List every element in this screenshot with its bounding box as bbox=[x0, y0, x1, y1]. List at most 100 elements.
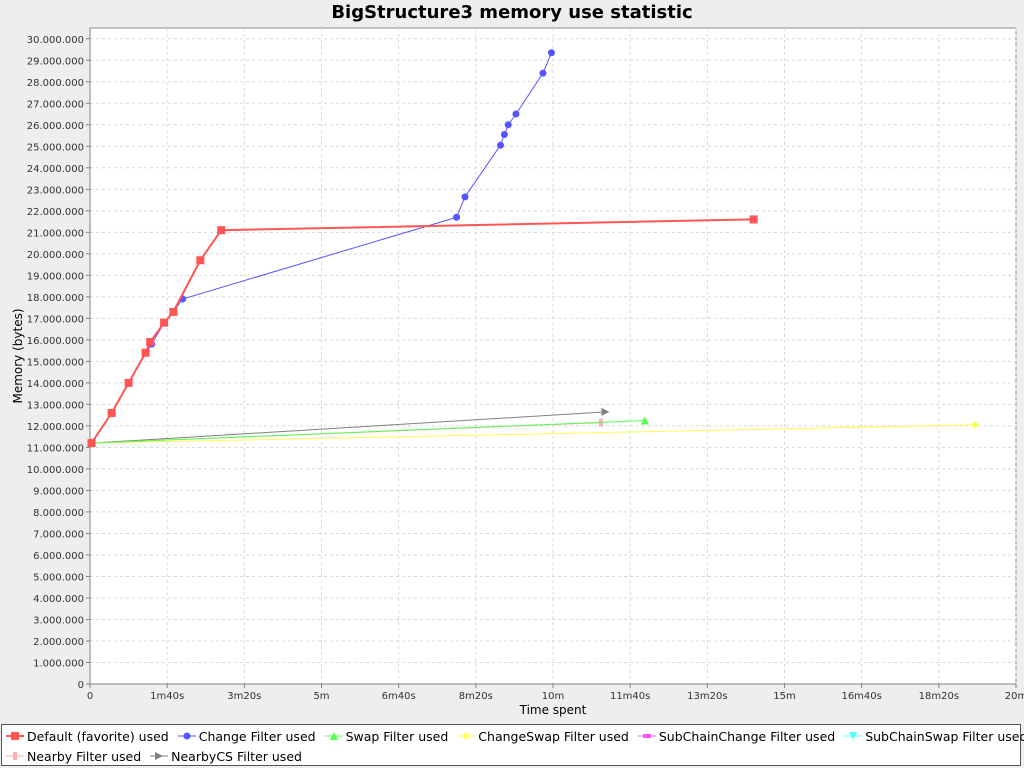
data-point bbox=[512, 110, 520, 118]
y-tick-label: 28.000.000 bbox=[27, 78, 84, 89]
x-tick-label: 5m bbox=[313, 691, 329, 702]
legend-label: Default (favorite) used bbox=[27, 728, 169, 744]
legend-swatch bbox=[457, 732, 476, 740]
y-tick-label: 4.000.000 bbox=[33, 594, 84, 605]
data-point bbox=[217, 226, 226, 235]
legend-swatch bbox=[150, 752, 169, 760]
legend-swatch bbox=[177, 732, 196, 740]
series-line bbox=[91, 420, 645, 444]
x-axis-label: Time spent bbox=[519, 703, 587, 717]
legend-swatch-marker bbox=[155, 752, 164, 760]
y-tick-label: 15.000.000 bbox=[27, 357, 84, 368]
y-tick-label: 26.000.000 bbox=[27, 121, 84, 132]
x-tick-label: 11m40s bbox=[610, 691, 650, 702]
legend-swatch bbox=[637, 734, 656, 738]
legend-swatch bbox=[324, 732, 343, 740]
chart-svg: BigStructure3 memory use statistic 0 1.000… bbox=[11, 2, 1024, 717]
y-tick-label: 13.000.000 bbox=[27, 400, 84, 411]
y-tick-label: 5.000.000 bbox=[33, 572, 84, 583]
legend: Default (favorite) used Change Filter use… bbox=[1, 724, 1024, 766]
legend-label: Swap Filter used bbox=[345, 728, 449, 744]
legend-swatch-marker bbox=[13, 752, 17, 760]
data-point bbox=[196, 256, 205, 265]
legend-swatch-marker bbox=[183, 732, 191, 740]
legend-label: SubChainSwap Filter used bbox=[865, 728, 1024, 744]
legend-item: SubChainSwap Filter used bbox=[844, 729, 1024, 744]
y-axis-label: Memory (bytes) bbox=[11, 308, 25, 403]
x-tick-label: 20m bbox=[1005, 691, 1024, 702]
legend-item: NearbyCS Filter used bbox=[150, 749, 302, 764]
legend-swatch-marker bbox=[642, 734, 651, 738]
y-tick-label: 20.000.000 bbox=[27, 250, 84, 261]
legend-swatch-marker bbox=[849, 732, 858, 740]
y-tick-label: 7.000.000 bbox=[33, 529, 84, 540]
y-tick-label: 22.000.000 bbox=[27, 207, 84, 218]
legend-swatch-marker bbox=[11, 732, 19, 740]
series-line bbox=[91, 411, 606, 444]
x-tick-label: 15m bbox=[773, 691, 795, 702]
x-tick-label: 6m40s bbox=[382, 691, 416, 702]
data-point bbox=[547, 49, 555, 57]
x-tick-label: 3m20s bbox=[227, 691, 261, 702]
series-line bbox=[91, 424, 976, 444]
legend-label: NearbyCS Filter used bbox=[171, 748, 302, 764]
x-tick-label: 18m20s bbox=[919, 691, 959, 702]
data-point bbox=[539, 69, 547, 77]
x-tick-label: 16m40s bbox=[841, 691, 881, 702]
series-line bbox=[90, 218, 754, 444]
data-point bbox=[453, 213, 461, 221]
legend-item: SubChainChange Filter used bbox=[637, 728, 836, 744]
x-tick-label: 10m bbox=[542, 691, 564, 702]
legend-item: Change Filter used bbox=[177, 728, 316, 744]
y-tick-label: 23.000.000 bbox=[27, 185, 84, 196]
data-point bbox=[160, 318, 169, 327]
data-point bbox=[124, 378, 133, 387]
legend-row: Nearby Filter used NearbyCS Filter used bbox=[6, 746, 311, 766]
data-point bbox=[500, 130, 508, 138]
legend-item: Nearby Filter used bbox=[6, 749, 141, 764]
data-point bbox=[169, 307, 178, 316]
y-tick-label: 9.000.000 bbox=[33, 486, 84, 497]
legend-row: Default (favorite) used Change Filter use… bbox=[6, 726, 1024, 746]
y-tick-label: 18.000.000 bbox=[27, 293, 84, 304]
legend-label: ChangeSwap Filter used bbox=[478, 728, 629, 744]
y-tick-label: 8.000.000 bbox=[33, 508, 84, 519]
legend-swatch-marker bbox=[462, 732, 471, 740]
y-tick-label: 27.000.000 bbox=[27, 99, 84, 110]
legend-label: Change Filter used bbox=[198, 728, 316, 744]
data-point bbox=[107, 408, 116, 417]
y-tick-label: 10.000.000 bbox=[27, 465, 84, 476]
data-point bbox=[461, 193, 469, 201]
legend-swatch bbox=[6, 752, 24, 760]
y-tick-label: 14.000.000 bbox=[27, 379, 84, 390]
x-tick-label: 13m20s bbox=[687, 691, 727, 702]
data-point bbox=[504, 121, 512, 129]
x-tick-label: 0 bbox=[87, 691, 93, 702]
legend-swatch bbox=[6, 732, 24, 740]
y-tick-label: 1.000.000 bbox=[33, 658, 84, 669]
y-tick-label: 24.000.000 bbox=[27, 164, 84, 175]
data-point bbox=[497, 141, 505, 149]
y-tick-label: 17.000.000 bbox=[27, 314, 84, 325]
y-tick-label: 0 bbox=[78, 680, 84, 691]
legend-item: ChangeSwap Filter used bbox=[457, 729, 629, 744]
data-point bbox=[146, 338, 155, 347]
y-tick-label: 12.000.000 bbox=[27, 422, 84, 433]
legend-item: Default (favorite) used bbox=[6, 729, 169, 744]
y-tick-label: 21.000.000 bbox=[27, 228, 84, 239]
y-tick-label: 2.000.000 bbox=[33, 637, 84, 648]
data-point bbox=[749, 215, 758, 224]
x-tick-label: 8m20s bbox=[459, 691, 493, 702]
data-point bbox=[971, 420, 980, 429]
y-tick-label: 16.000.000 bbox=[27, 336, 84, 347]
y-tick-label: 19.000.000 bbox=[27, 271, 84, 282]
data-point bbox=[87, 439, 96, 448]
legend-item: Swap Filter used bbox=[324, 728, 449, 744]
data-point bbox=[640, 416, 649, 425]
legend-label: SubChainChange Filter used bbox=[658, 728, 836, 744]
legend-swatch bbox=[844, 732, 863, 740]
chart-title: BigStructure3 memory use statistic bbox=[331, 2, 692, 23]
y-tick-label: 11.000.000 bbox=[27, 443, 84, 454]
series-group bbox=[87, 215, 758, 448]
